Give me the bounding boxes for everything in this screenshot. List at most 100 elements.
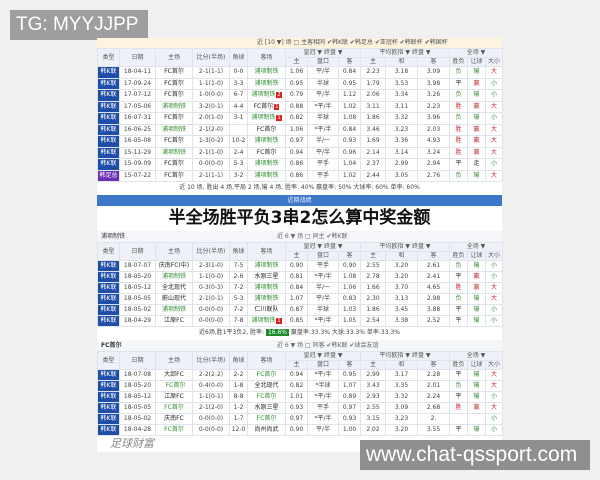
cell[interactable] (229, 123, 248, 136)
cell[interactable]: 10-2 (229, 135, 248, 148)
away-team[interactable]: 浦项制铁 (247, 169, 286, 182)
cell[interactable]: 6-7 (229, 89, 248, 102)
cell[interactable]: 5-3 (229, 293, 248, 305)
league-badge[interactable]: 韩K联 (97, 315, 120, 327)
away-team[interactable]: 仁川联队 (247, 304, 286, 316)
league-badge[interactable]: 韩足总 (97, 169, 120, 182)
cell[interactable]: 1-0(0-0) (192, 89, 230, 102)
home-team[interactable]: 江原FC (155, 391, 193, 403)
match-row[interactable]: 韩K联 18-05-05 蔚山现代 2-1(0-1) 5-3 浦项制铁 1.07 平/半 0.8… (97, 293, 504, 305)
match-row[interactable]: 韩K联 18-04-28 FC首尔 0-0(0-0) 12-0 尚州尚武 0.90 平/半 1.… (97, 424, 504, 436)
match-row[interactable]: 韩足总 15-07-22 FC首尔 2-1(1-1) 3-2 浦项制铁 0.86 平手 1.02… (97, 169, 504, 182)
match-row[interactable]: 韩K联 16-07-31 FC首尔 2-0(1-0) 3-1 浦项制铁 1 0.82 半球 1.0… (97, 112, 504, 125)
match-row[interactable]: 韩K联 16-06-25 浦项制铁 2-1(2-0) FC首尔 1.06 *平/半 0.84 3… (97, 123, 504, 136)
league-badge[interactable]: 韩K联 (97, 282, 120, 294)
match-row[interactable]: 韩K联 15-11-29 浦项制铁 2-1(1-0) 2-4 FC首尔 0.94 平/半 0.9… (97, 146, 504, 159)
home-team[interactable]: 庆南FC(中) (155, 260, 193, 272)
cell[interactable]: 17-09-24 (119, 77, 156, 90)
cell[interactable]: 17-05-06 (119, 100, 156, 113)
league-badge[interactable]: 韩K联 (97, 135, 120, 148)
league-badge[interactable]: 韩K联 (97, 112, 120, 125)
match-row[interactable]: 韩K联 16-05-08 FC首尔 1-3(0-2) 10-2 浦项制铁 0.97 半/一 0.… (97, 135, 504, 148)
home-team[interactable]: FC首尔 (155, 89, 193, 102)
cell[interactable]: 8-8 (229, 391, 248, 403)
h2h-filter[interactable]: 近 [10 ▼] 场 □ 主客相同 ✔韩K联 ✔韩足总 ✔亚冠杯 ✔韩联杯 ✔韩… (97, 38, 502, 48)
cell[interactable]: 0-0(0-0) (192, 315, 230, 327)
match-row[interactable]: 韩K联 17-07-12 FC首尔 1-0(0-0) 6-7 浦项制铁 2 0.79 平/半 1.… (97, 89, 504, 102)
odds-select[interactable]: 平均欧指 ▼ 终盘 ▼ (360, 48, 450, 58)
cell[interactable]: 18-07-07 (119, 260, 156, 272)
cell[interactable]: 0-0(0-0) (192, 158, 230, 171)
match-row[interactable]: 韩K联 17-09-24 FC首尔 1-1(1-0) 3-3 浦项制铁 0.95 半球 0.95… (97, 77, 504, 90)
home-team[interactable]: 庆南FC (155, 413, 193, 425)
cell[interactable]: 2-1(2-0) (192, 402, 230, 414)
cell[interactable]: 2-1(1-1) (192, 66, 230, 79)
home-team[interactable]: 江原FC (155, 315, 193, 327)
cell[interactable]: 7-2 (229, 304, 248, 316)
match-row[interactable]: 韩K联 18-07-07 庆南FC(中) 2-3(1-0) 7-5 浦项制铁 0.90 平手 0… (97, 260, 504, 272)
cell[interactable]: 2-3(1-0) (192, 260, 230, 272)
cell[interactable]: 7-2 (229, 282, 248, 294)
match-row[interactable]: 韩K联 18-05-02 庆南FC 0-0(0-0) 1-7 FC首尔 0.97 *平/半 0.… (97, 413, 504, 425)
match-row[interactable]: 韩K联 18-05-12 全北现代 0-3(0-3) 7-2 浦项制铁 0.84 半/一 1.0… (97, 282, 504, 294)
cell[interactable]: 3-3 (229, 77, 248, 90)
cell[interactable]: 3-2(0-1) (192, 100, 230, 113)
odds-select[interactable]: 平均欧指 ▼ 终盘 ▼ (360, 242, 450, 252)
match-row[interactable]: 韩K联 18-05-02 浦项制铁 0-0(0-0) 7-2 仁川联队 0.87 半球 1.03… (97, 304, 504, 316)
home-team[interactable]: 浦项制铁 (155, 100, 193, 113)
cell[interactable]: 3-1 (229, 112, 248, 125)
cell[interactable]: 15-09-09 (119, 158, 156, 171)
cell[interactable]: 0-0(0-0) (192, 413, 230, 425)
match-row[interactable]: 韩K联 15-09-09 FC首尔 0-0(0-0) 5-3 浦项制铁 0.86 平手 1.04… (97, 158, 504, 171)
away-team[interactable]: FC首尔 (247, 369, 286, 381)
home-team[interactable]: FC首尔 (155, 169, 193, 182)
cell[interactable]: 2-1(2-0) (192, 123, 230, 136)
cell[interactable]: 18-05-20 (119, 380, 156, 392)
cell[interactable]: 1-1(1-0) (192, 77, 230, 90)
cell[interactable]: 18-05-20 (119, 271, 156, 283)
cell[interactable]: 2-4 (229, 146, 248, 159)
home-team[interactable]: FC首尔 (155, 135, 193, 148)
home-team[interactable]: FC首尔 (155, 424, 193, 436)
cell[interactable]: 0-0(0-0) (192, 304, 230, 316)
cell[interactable]: 17-07-12 (119, 89, 156, 102)
home-team[interactable]: 全北现代 (155, 282, 193, 294)
away-team[interactable]: FC首尔 1 (247, 100, 286, 113)
home-team[interactable]: FC首尔 (155, 380, 193, 392)
cell[interactable]: 0-3(0-3) (192, 282, 230, 294)
home-team[interactable]: 蔚山现代 (155, 293, 193, 305)
cell[interactable]: 18-05-02 (119, 304, 156, 316)
away-team[interactable]: 浦项制铁 (247, 293, 286, 305)
away-team[interactable]: 浦项制铁 1 (247, 112, 286, 125)
cell[interactable]: 18-05-05 (119, 293, 156, 305)
match-row[interactable]: 韩K联 18-05-20 浦项制铁 1-1(0-0) 2-6 水原三星 0.81 *平/半 1.… (97, 271, 504, 283)
cell[interactable]: 12-0 (229, 424, 248, 436)
league-badge[interactable]: 韩K联 (97, 77, 120, 90)
league-badge[interactable]: 韩K联 (97, 260, 120, 272)
away-team[interactable]: 浦项制铁 (247, 66, 286, 79)
bookmaker-select[interactable]: 皇冠 ▼ 终盘 ▼ (285, 48, 361, 58)
home-team[interactable]: FC首尔 (155, 402, 193, 414)
match-row[interactable]: 韩K联 18-05-12 江原FC 1-1(0-1) 8-8 FC首尔 1.01 *平/半 0.… (97, 391, 504, 403)
cell[interactable]: 1-1(0-0) (192, 271, 230, 283)
match-row[interactable]: 韩K联 18-07-08 大邱FC 2-2(2-2) 2-2 FC首尔 0.94 *平/半 0.… (97, 369, 504, 381)
cell[interactable]: 15-07-22 (119, 169, 156, 182)
league-badge[interactable]: 韩K联 (97, 123, 120, 136)
away-team[interactable]: 浦项制铁 (247, 135, 286, 148)
match-row[interactable]: 韩K联 18-05-20 FC首尔 0-4(0-0) 1-8 全北现代 0.82 *半球 1.0… (97, 380, 504, 392)
cell[interactable]: 18-05-02 (119, 413, 156, 425)
league-badge[interactable]: 韩K联 (97, 402, 120, 414)
away-team[interactable]: 浦项制铁 2 (247, 89, 286, 102)
match-row[interactable]: 韩K联 18-04-11 FC首尔 2-1(1-1) 0-0 浦项制铁 1.06 平/半 0.8… (97, 66, 504, 79)
home-team[interactable]: 浦项制铁 (155, 146, 193, 159)
cell[interactable]: 2-1(1-0) (192, 146, 230, 159)
bookmaker-select[interactable]: 皇冠 ▼ 终盘 ▼ (285, 242, 361, 252)
cell[interactable]: 15-11-29 (119, 146, 156, 159)
odds-select[interactable]: 平均欧指 ▼ 终盘 ▼ (360, 351, 450, 361)
league-badge[interactable]: 韩K联 (97, 304, 120, 316)
league-badge[interactable]: 韩K联 (97, 100, 120, 113)
home-team[interactable]: FC首尔 (155, 158, 193, 171)
away-team[interactable]: 尚州尚武 (247, 424, 286, 436)
cell[interactable]: 3-2 (229, 169, 248, 182)
match-row[interactable]: 韩K联 17-05-06 浦项制铁 3-2(0-1) 4-4 FC首尔 1 0.88 *平/半 1… (97, 100, 504, 113)
